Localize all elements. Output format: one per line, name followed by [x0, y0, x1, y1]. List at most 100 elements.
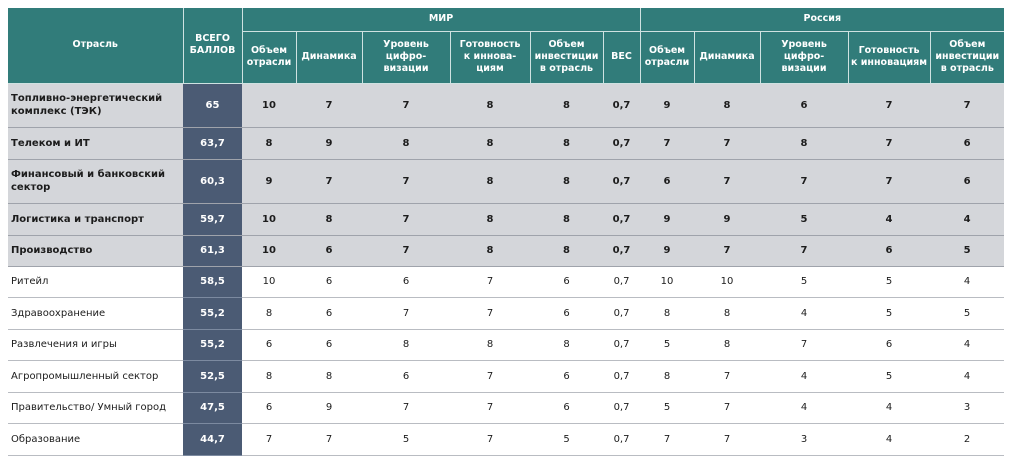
russia-score: 7	[694, 159, 761, 204]
total-score: 47,5	[183, 392, 242, 424]
russia-score: 8	[640, 297, 695, 330]
total-score: 61,3	[183, 235, 242, 267]
russia-score: 7	[848, 83, 931, 128]
russia-score: 5	[930, 235, 1005, 267]
world-score: 0,7	[603, 329, 641, 361]
world-score: 0,7	[603, 360, 641, 393]
world-score: 0,7	[603, 266, 641, 298]
russia-score: 5	[848, 266, 931, 298]
world-score: 8	[530, 83, 603, 128]
russia-score: 4	[848, 203, 931, 236]
russia-score: 2	[930, 423, 1005, 456]
column-header: Объем отрасли	[241, 31, 296, 84]
total-score: 65	[183, 83, 242, 128]
world-score: 5	[530, 423, 603, 456]
russia-score: 7	[760, 329, 849, 361]
total-score: 60,3	[183, 159, 242, 204]
row: Логистика и транспорт 59,7 10 8 7 8 8 0,7 9 9 5 4 4	[8, 203, 1005, 236]
world-score: 8	[362, 329, 450, 361]
column-header: Объем отрасли	[639, 31, 695, 84]
column-header: Объем инвестиции в отрасль	[529, 31, 603, 84]
world-score: 9	[296, 392, 362, 424]
row: Образование 44,7 7 7 5 7 5 0,7 7 7 3 4 2	[8, 423, 1005, 456]
russia-score: 7	[848, 159, 931, 204]
total-score: 44,7	[183, 423, 242, 456]
world-score: 10	[242, 83, 296, 128]
russia-score: 4	[930, 266, 1005, 298]
world-score: 8	[450, 329, 530, 361]
header-world: МИР	[241, 8, 641, 32]
russia-score: 10	[640, 266, 695, 298]
column-header: Динамика	[693, 31, 761, 84]
russia-score: 7	[694, 360, 761, 393]
total-score: 55,2	[183, 297, 242, 330]
world-score: 7	[362, 392, 450, 424]
row: Развлечения и игры 55,2 6 6 8 8 8 0,7 5 8 7 6 4	[8, 329, 1005, 361]
russia-score: 5	[760, 203, 849, 236]
column-header: Уровень цифро- визации	[361, 31, 450, 84]
russia-score: 7	[694, 392, 761, 424]
world-score: 8	[530, 159, 603, 204]
russia-score: 9	[640, 203, 695, 236]
russia-score: 6	[930, 159, 1005, 204]
world-score: 7	[362, 83, 450, 128]
world-score: 0,7	[603, 83, 641, 128]
russia-score: 4	[848, 423, 931, 456]
world-score: 8	[242, 297, 296, 330]
world-score: 7	[296, 83, 362, 128]
row: Ритейл 58,5 10 6 6 7 6 0,7 10 10 5 5 4	[8, 266, 1005, 298]
column-header: Готовность к инновациям	[847, 31, 931, 84]
world-score: 6	[296, 266, 362, 298]
russia-score: 4	[760, 297, 849, 330]
world-score: 10	[242, 235, 296, 267]
world-score: 6	[242, 329, 296, 361]
russia-score: 3	[930, 392, 1005, 424]
world-score: 0,7	[603, 159, 641, 204]
total-score: 52,5	[183, 360, 242, 393]
world-score: 7	[296, 159, 362, 204]
russia-score: 7	[760, 235, 849, 267]
world-score: 8	[450, 235, 530, 267]
russia-score: 9	[640, 235, 695, 267]
world-score: 8	[530, 127, 603, 160]
russia-score: 8	[694, 329, 761, 361]
column-header: Уровень цифро- визации	[759, 31, 849, 84]
world-score: 7	[362, 203, 450, 236]
header-industry: Отрасль	[8, 8, 183, 84]
world-score: 8	[242, 360, 296, 393]
russia-score: 6	[640, 159, 695, 204]
world-score: 0,7	[603, 127, 641, 160]
total-score: 55,2	[183, 329, 242, 361]
total-score: 63,7	[183, 127, 242, 160]
industry-name: Развлечения и игры	[8, 329, 183, 361]
industry-name: Здравоохранение	[8, 297, 183, 330]
industry-name: Образование	[8, 423, 183, 456]
russia-score: 5	[640, 392, 695, 424]
russia-score: 5	[848, 297, 931, 330]
total-score: 59,7	[183, 203, 242, 236]
world-score: 0,7	[603, 423, 641, 456]
russia-score: 3	[760, 423, 849, 456]
russia-score: 4	[848, 392, 931, 424]
world-score: 6	[530, 266, 603, 298]
world-score: 0,7	[603, 203, 641, 236]
russia-score: 7	[640, 127, 695, 160]
russia-score: 7	[848, 127, 931, 160]
russia-score: 5	[760, 266, 849, 298]
russia-score: 4	[760, 392, 849, 424]
world-score: 6	[242, 392, 296, 424]
world-score: 0,7	[603, 297, 641, 330]
world-score: 9	[296, 127, 362, 160]
russia-score: 8	[694, 297, 761, 330]
world-score: 6	[530, 392, 603, 424]
header-russia: Россия	[639, 8, 1005, 32]
world-score: 9	[242, 159, 296, 204]
world-score: 8	[242, 127, 296, 160]
world-score: 8	[530, 203, 603, 236]
world-score: 8	[450, 203, 530, 236]
russia-score: 6	[848, 235, 931, 267]
industry-name: Правительство/ Умный город	[8, 392, 183, 424]
russia-score: 4	[930, 329, 1005, 361]
world-score: 6	[296, 235, 362, 267]
russia-score: 7	[930, 83, 1005, 128]
